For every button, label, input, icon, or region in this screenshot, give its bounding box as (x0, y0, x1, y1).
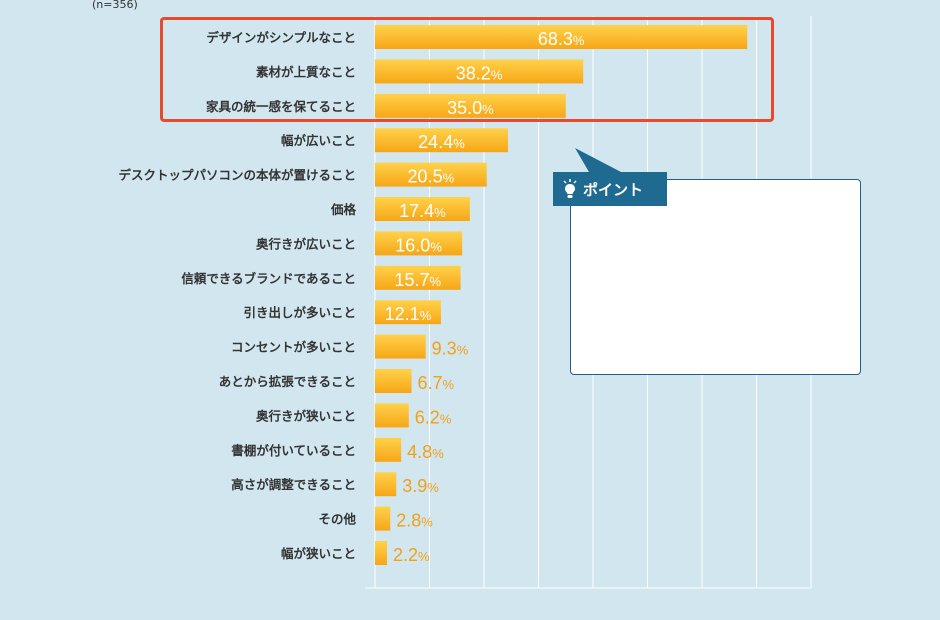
bar (375, 59, 584, 84)
top-three-highlight (160, 17, 774, 122)
bar (375, 197, 470, 221)
bar (375, 541, 387, 565)
bar (375, 25, 748, 49)
category-label: 価格 (330, 202, 357, 217)
value-label: 35.0% (447, 98, 494, 118)
value-label: 15.7% (394, 270, 441, 290)
category-labels: デザインがシンプルなこと素材が上質なこと家具の統一感を保てること幅が広いことデス… (118, 30, 356, 561)
category-label: 高さが調整できること (231, 477, 356, 492)
category-label: コンセントが多いこと (231, 340, 356, 355)
value-label: 24.4% (418, 132, 465, 152)
callout-pointer (575, 148, 621, 172)
sample-size-note: (n=356) (92, 0, 138, 11)
lightbulb-icon (563, 179, 577, 198)
bar (375, 437, 402, 462)
bar (375, 403, 409, 428)
category-label: 奥行きが狭いこと (256, 408, 356, 423)
category-label: 信頼できるブランドであること (181, 271, 356, 286)
point-tab: ポイント (553, 172, 667, 206)
bar (375, 300, 441, 325)
bar (375, 334, 426, 359)
bars (375, 25, 748, 565)
bar (375, 506, 391, 531)
point-label: ポイント (583, 180, 644, 199)
point-content-box (570, 179, 861, 375)
value-label: 38.2% (456, 63, 503, 83)
category-label: 家具の統一感を保てること (206, 99, 356, 114)
bar (375, 472, 397, 497)
value-label: 17.4% (399, 201, 446, 221)
value-label: 6.7% (418, 373, 455, 393)
category-label: あとから拡張できること (219, 374, 356, 389)
category-label: デスクトップパソコンの本体が置けること (118, 168, 356, 183)
value-labels: 68.3% 38.2% 35.0% 24.4% 20.5% 17.4% 16.0% 15.7%… (385, 29, 585, 565)
value-label: 68.3% (538, 29, 585, 49)
category-label: 引き出しが多いこと (243, 305, 356, 320)
value-label: 2.8% (396, 511, 433, 531)
category-label: 幅が狭いこと (281, 546, 356, 561)
value-label: 12.1% (385, 304, 432, 324)
value-label: 4.8% (407, 442, 444, 462)
bar (375, 128, 508, 153)
category-label: デザインがシンプルなこと (206, 30, 356, 45)
value-label: 20.5% (408, 167, 455, 187)
category-label: 幅が広いこと (281, 133, 356, 148)
bar (375, 93, 566, 118)
value-label: 9.3% (432, 339, 469, 359)
category-label: 書棚が付いていること (231, 443, 356, 458)
bar (375, 369, 412, 393)
value-label: 3.9% (402, 476, 439, 496)
value-label: 6.2% (415, 407, 452, 427)
value-label: 2.2% (393, 545, 430, 565)
category-label: その他 (318, 512, 356, 527)
value-label: 16.0% (395, 235, 442, 255)
bar (375, 231, 463, 256)
bar (375, 162, 487, 187)
category-label: 奥行きが広いこと (256, 236, 356, 251)
category-label: 素材が上質なこと (256, 64, 356, 79)
bar (375, 265, 461, 290)
